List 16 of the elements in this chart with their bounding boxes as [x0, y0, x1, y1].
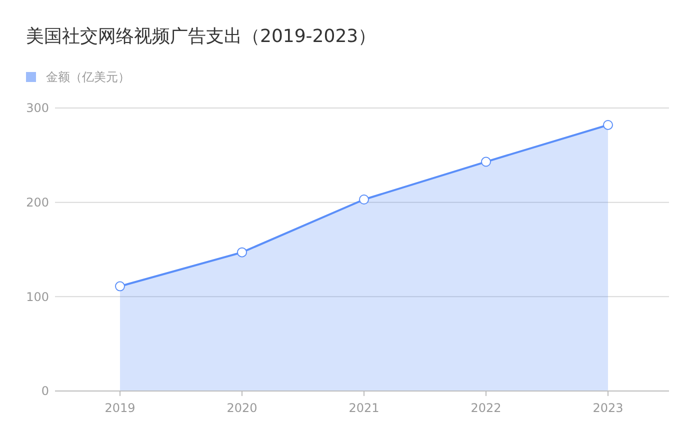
x-tick-label: 2019: [104, 401, 136, 415]
point: [359, 194, 369, 205]
x-tick-label: 2020: [226, 401, 258, 415]
legend-label: 金额（亿美元）: [46, 70, 130, 84]
y-tick-label: 100: [26, 290, 49, 304]
x-tick-label: 2023: [592, 401, 624, 415]
y-tick-label: 300: [26, 101, 49, 116]
x-tick-label: 2022: [470, 401, 502, 415]
point: [237, 247, 247, 258]
y-tick-label: 200: [26, 196, 49, 210]
x-tick-label: 2021: [348, 401, 380, 415]
chart-title: 美国社交网络视频广告支出（2019-2023）: [26, 26, 376, 47]
point: [603, 120, 613, 130]
point: [481, 156, 491, 167]
y-tick-label: 0: [41, 384, 49, 398]
point: [115, 281, 125, 292]
